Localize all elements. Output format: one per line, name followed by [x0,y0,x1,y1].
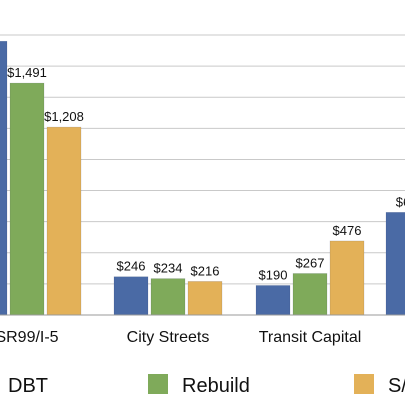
bar-s-a [329,240,365,316]
data-label: $190 [259,267,288,282]
bar-dbt [0,40,8,316]
bar-rebuild [292,273,328,316]
data-label: $476 [333,223,362,238]
bar-rebuild [9,82,45,316]
bar-s-a [187,281,223,316]
data-label: $1,491 [7,65,47,80]
legend-label: Rebuild [182,375,250,397]
category-label: SR99/I-5 [0,329,59,346]
legend-swatch-rebuild [148,374,168,394]
data-label: $216 [191,263,220,278]
bar-dbt [113,276,149,316]
data-labels: 60$1,491$1,208$246$234$216$190$267$476$6 [7,65,405,282]
bar-s-a [46,126,82,316]
category-label: Transit Capital [259,329,362,346]
category-label: City Streets [127,329,210,346]
category-labels: SR99/I-5 City Streets Transit Capital [0,329,361,346]
data-label: $267 [296,255,325,270]
bar-dbt [385,212,405,316]
bar-dbt [255,285,291,316]
legend: DBT Rebuild S/A [8,374,405,397]
legend-label: DBT [8,375,48,397]
legend-label: S/A [388,375,405,397]
data-label: $246 [117,259,146,274]
bars [0,40,405,316]
data-label: $234 [154,261,183,276]
data-label: $1,208 [44,109,84,124]
legend-swatch-s-a [354,374,374,394]
bar-rebuild [150,278,186,316]
data-label: $6 [396,194,405,209]
